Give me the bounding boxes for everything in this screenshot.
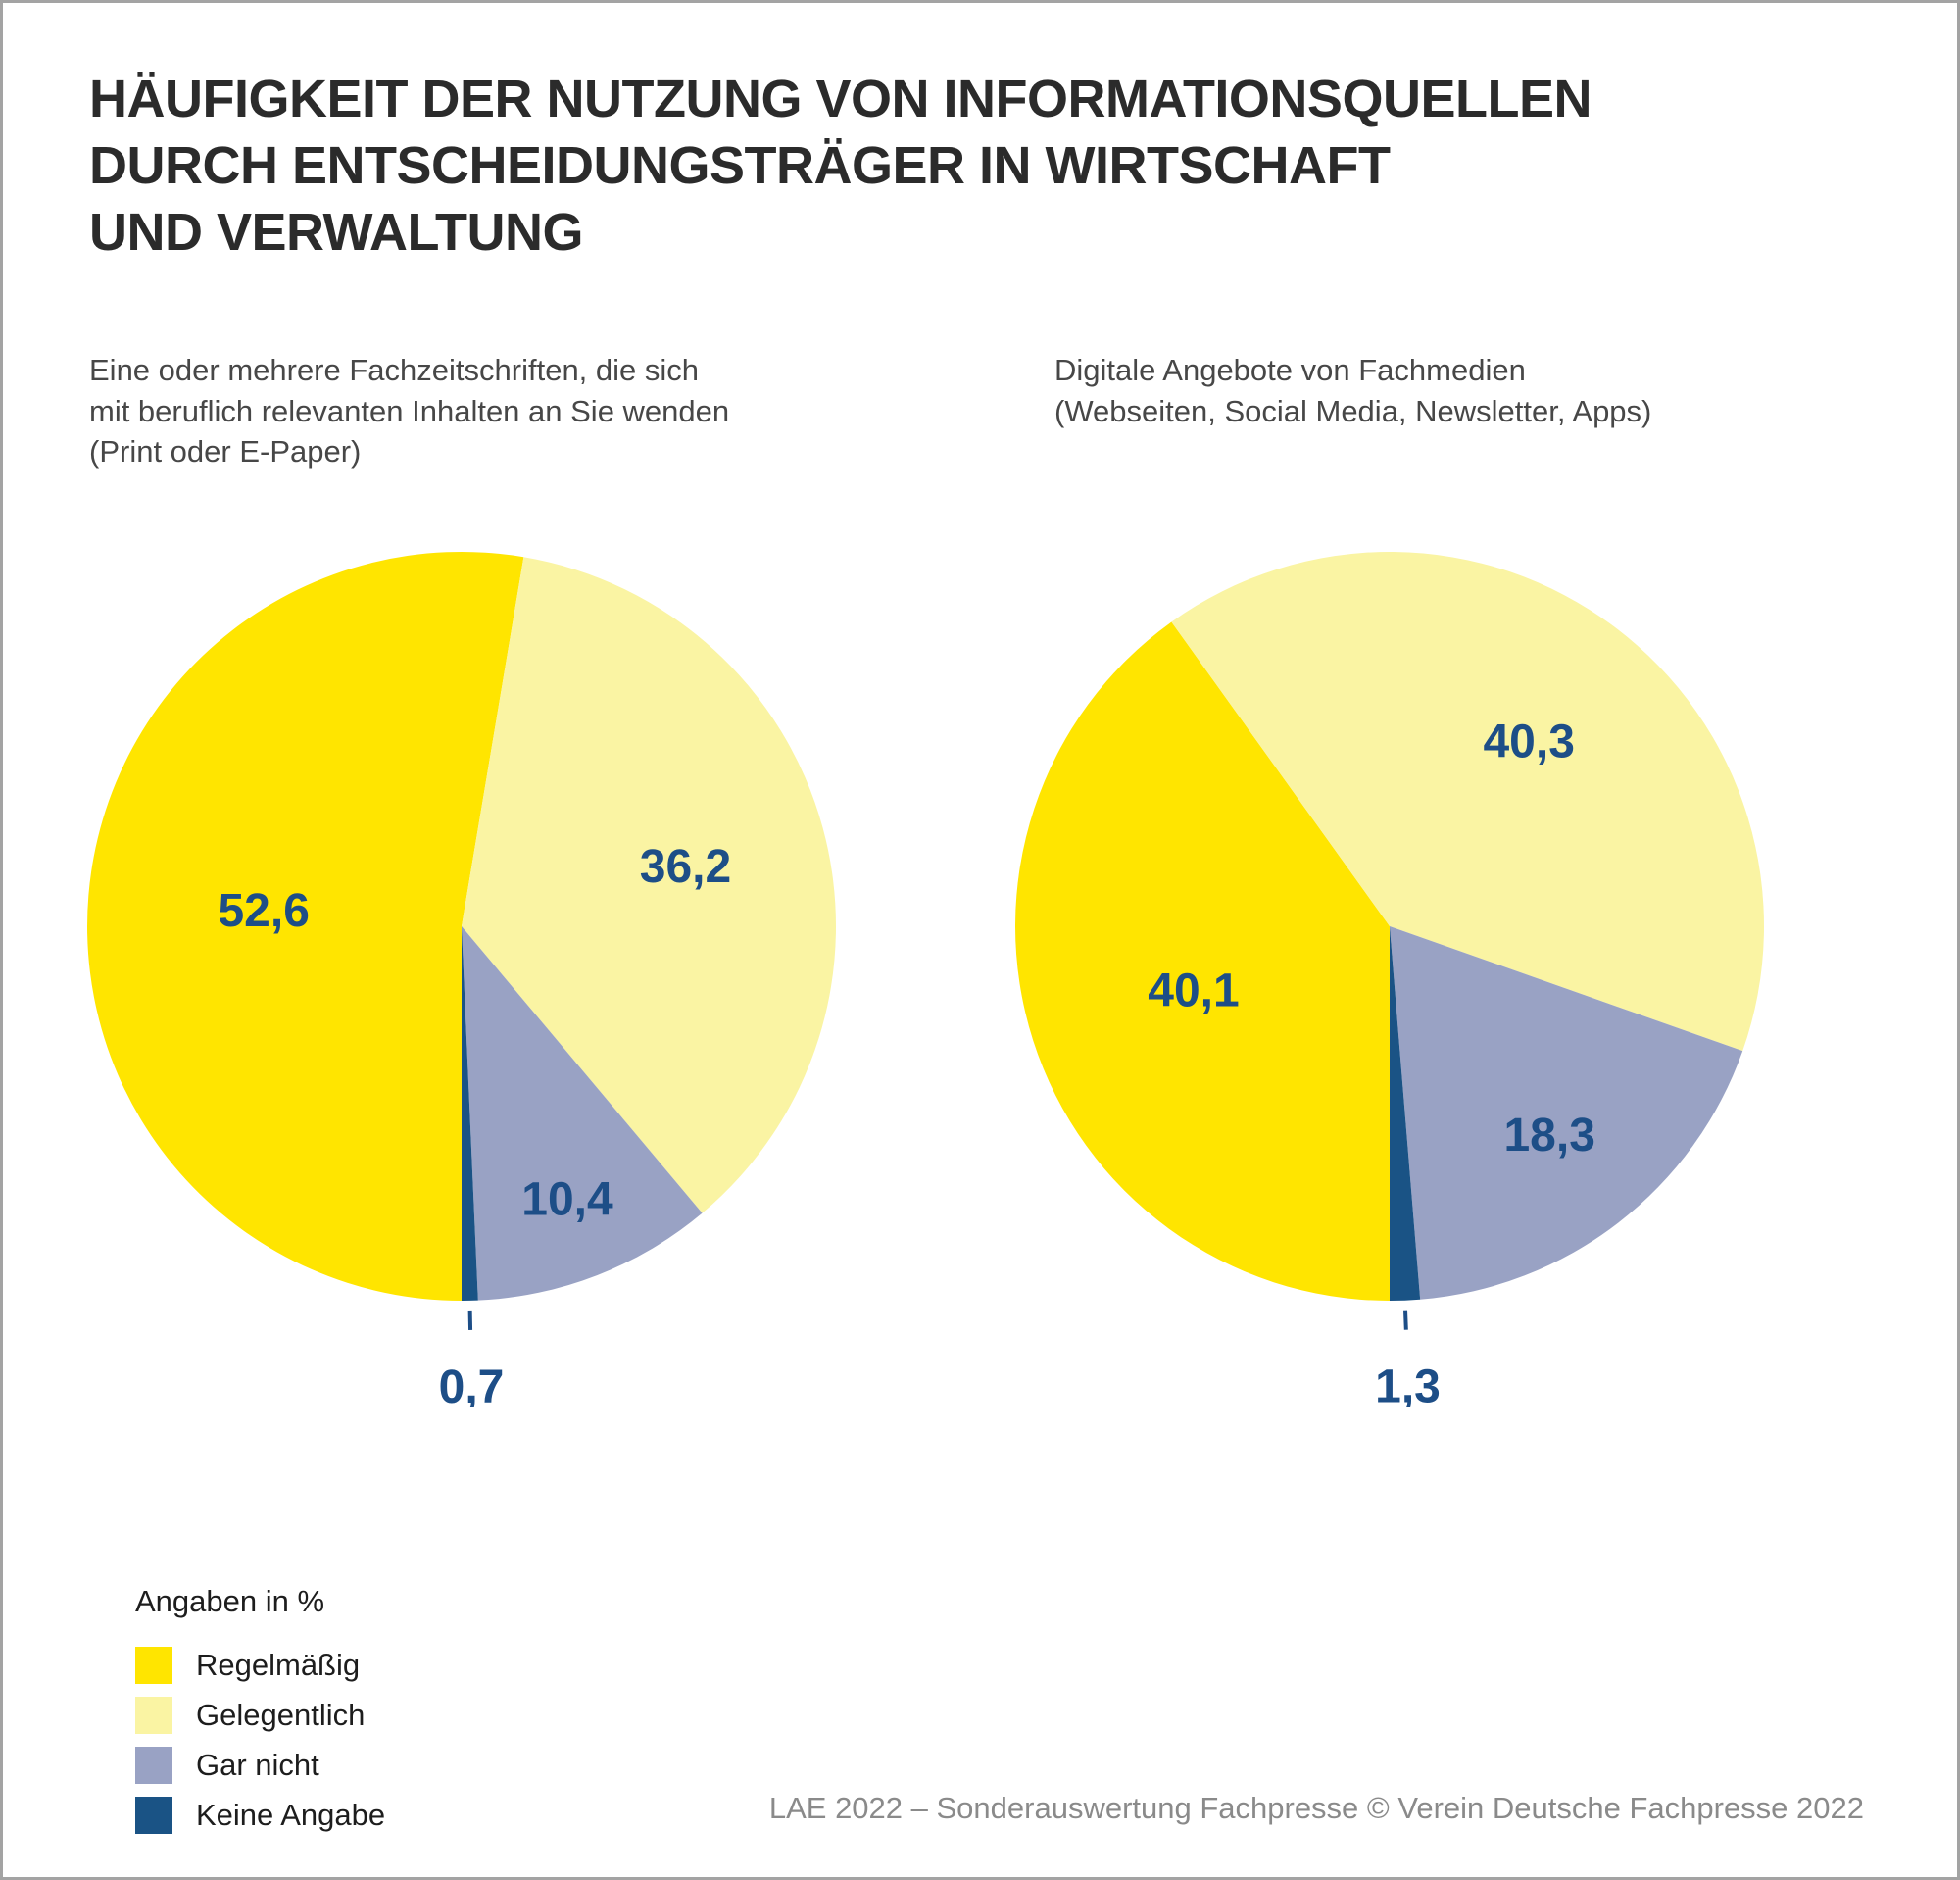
- source-credit: LAE 2022 – Sonderauswertung Fachpresse ©…: [768, 1791, 1864, 1825]
- legend-swatch-gar-nicht-icon: [135, 1747, 172, 1784]
- legend-swatch-keine-angabe-icon: [135, 1797, 172, 1834]
- pie-slice: [1390, 926, 1743, 1300]
- title-line: DURCH ENTSCHEIDUNGSTRÄGER IN WIRTSCHAFT: [89, 136, 1391, 196]
- page-title: HÄUFIGKEIT DER NUTZUNG VON INFORMATIONSQ…: [89, 66, 1869, 266]
- subtitle-line: mit beruflich relevanten Inhalten an Sie…: [89, 393, 730, 428]
- subtitle-line: Eine oder mehrere Fachzeitschriften, die…: [89, 353, 700, 388]
- slice-value-label: 52,6: [218, 885, 309, 937]
- slice-value-label: 10,4: [521, 1174, 613, 1226]
- chart-subtitle-print: Eine oder mehrere Fachzeitschriften, die…: [89, 350, 941, 475]
- slice-value-label: 18,3: [1503, 1110, 1594, 1162]
- slice-value-label: 40,1: [1148, 965, 1239, 1016]
- slice-value-label: 36,2: [640, 841, 731, 893]
- legend-item-gar-nicht: Gar nicht: [135, 1747, 385, 1784]
- chart-subtitle-digital: Digitale Angebote von Fachmedien (Websei…: [1054, 350, 1918, 475]
- pie-slice: [462, 926, 703, 1301]
- pie-chart-print: 52,6 36,2 10,4 0,7: [87, 552, 836, 1407]
- subtitle-line: (Print oder E-Paper): [89, 434, 362, 470]
- pie-wrap-print: 52,6 36,2 10,4 0,7: [3, 544, 980, 1407]
- pie-slice: [1390, 926, 1421, 1302]
- legend-item-keine-angabe: Keine Angabe: [135, 1797, 385, 1834]
- legend-swatch-regelmaessig-icon: [135, 1647, 172, 1684]
- pie-wrap-digital: 40,1 40,3 18,3 1,3: [980, 544, 1957, 1407]
- title-line: HÄUFIGKEIT DER NUTZUNG VON INFORMATIONSQ…: [89, 70, 1592, 128]
- slice-value-label: 40,3: [1483, 717, 1574, 768]
- charts-area: Eine oder mehrere Fachzeitschriften, die…: [3, 350, 1957, 1407]
- slice-value-label: 0,7: [439, 1361, 505, 1407]
- small-slice-tick: [1403, 1310, 1408, 1330]
- pie-slice: [1014, 621, 1390, 1302]
- subtitle-line: (Webseiten, Social Media, Newsletter, Ap…: [1054, 393, 1652, 428]
- legend-label: Keine Angabe: [196, 1798, 386, 1832]
- chart-column-print: Eine oder mehrere Fachzeitschriften, die…: [3, 350, 980, 1407]
- pie-chart-digital: 40,1 40,3 18,3 1,3: [1014, 552, 1764, 1407]
- legend: Angaben in % Regelmäßig Gelegentlich Gar…: [135, 1584, 385, 1834]
- legend-item-gelegentlich: Gelegentlich: [135, 1697, 385, 1734]
- legend-heading: Angaben in %: [135, 1584, 325, 1618]
- title-line: UND VERWALTUNG: [89, 203, 584, 263]
- pie-slice: [462, 926, 478, 1302]
- chart-column-digital: Digitale Angebote von Fachmedien (Websei…: [980, 350, 1957, 1407]
- pie-slice: [1171, 552, 1764, 1052]
- subtitle-line: Digitale Angebote von Fachmedien: [1054, 353, 1526, 388]
- legend-label: Gar nicht: [196, 1748, 319, 1782]
- pie-slice: [87, 552, 524, 1302]
- pie-slice: [462, 557, 836, 1213]
- legend-item-regelmaessig: Regelmäßig: [135, 1647, 385, 1684]
- slice-value-label: 1,3: [1375, 1361, 1441, 1407]
- legend-label: Regelmäßig: [196, 1648, 361, 1682]
- legend-label: Gelegentlich: [196, 1698, 366, 1732]
- legend-swatch-gelegentlich-icon: [135, 1697, 172, 1734]
